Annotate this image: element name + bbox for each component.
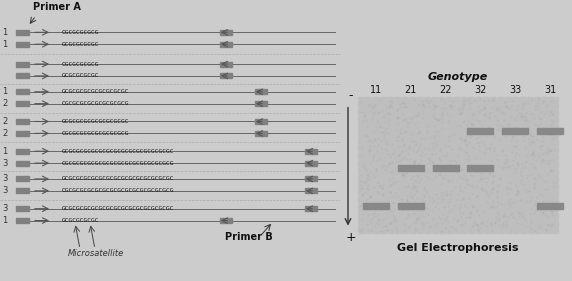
Bar (220, 73, 232, 78)
Text: 2: 2 (2, 129, 7, 138)
Text: +: + (345, 231, 356, 244)
Bar (16, 188, 29, 193)
Text: Primer A: Primer A (33, 1, 81, 12)
Text: -: - (349, 89, 353, 102)
Bar (16, 42, 29, 47)
Text: 22: 22 (439, 85, 452, 95)
Bar (537, 203, 563, 209)
Text: Gel Electrophoresis: Gel Electrophoresis (397, 243, 519, 253)
Bar (16, 73, 29, 78)
Bar (255, 89, 267, 94)
Text: Primer B: Primer B (225, 232, 273, 243)
Bar (502, 128, 528, 134)
Text: GCGCGCGCGCGCGCGCGCGCGCGCGCGCGC: GCGCGCGCGCGCGCGCGCGCGCGCGCGCGC (62, 149, 174, 154)
Text: CGCGCGCGCG: CGCGCGCGCG (62, 62, 100, 67)
Bar (16, 119, 29, 124)
Text: GCGCGCGCGCGCGCGCGCGCGCGCGCGCGC: GCGCGCGCGCGCGCGCGCGCGCGCGCGCGC (62, 176, 174, 182)
Text: 3: 3 (2, 204, 7, 213)
Bar (16, 62, 29, 67)
Text: CGCGCGCGCGCGCGCGCGCGCGCGCGCGCG: CGCGCGCGCGCGCGCGCGCGCGCGCGCGCG (62, 188, 174, 193)
Text: 31: 31 (544, 85, 556, 95)
Text: GCGCGCGCGC: GCGCGCGCGC (62, 42, 100, 47)
Bar (537, 128, 563, 134)
Bar (16, 218, 29, 223)
Bar (16, 161, 29, 166)
Text: 2: 2 (2, 99, 7, 108)
Text: 21: 21 (404, 85, 417, 95)
Bar (398, 203, 424, 209)
Bar (16, 176, 29, 182)
Bar (358, 97, 558, 234)
Bar (220, 30, 232, 35)
Text: 2: 2 (2, 117, 7, 126)
Text: GCGCGCGCGCGCGCGCGC: GCGCGCGCGCGCGCGCGC (62, 119, 129, 124)
Bar (305, 161, 317, 166)
Bar (305, 149, 317, 154)
Bar (16, 101, 29, 106)
Bar (16, 30, 29, 35)
Text: GCGCGCGCGC: GCGCGCGCGC (62, 218, 100, 223)
Bar (305, 176, 317, 182)
Text: CGCGCGCGCGCGCGCGCGCGCGCGCGCGCG: CGCGCGCGCGCGCGCGCGCGCGCGCGCGCG (62, 161, 174, 166)
Bar (305, 188, 317, 193)
Text: 1: 1 (2, 87, 7, 96)
Text: 3: 3 (2, 186, 7, 195)
Text: 3: 3 (2, 158, 7, 167)
Text: GCGCGCGCGCGCGCGCGCGCGCGCGCGCGC: GCGCGCGCGCGCGCGCGCGCGCGCGCGCGC (62, 206, 174, 211)
Bar (255, 131, 267, 136)
Bar (220, 218, 232, 223)
Text: CGCGCGCGCGCGCGCGCG: CGCGCGCGCGCGCGCGCG (62, 131, 129, 136)
Bar (363, 203, 389, 209)
Text: CGCGCGCGCGCGCGCGCG: CGCGCGCGCGCGCGCGCG (62, 101, 129, 106)
Bar (432, 165, 459, 171)
Bar (305, 206, 317, 211)
Text: 33: 33 (509, 85, 521, 95)
Text: 1: 1 (2, 216, 7, 225)
Text: 1: 1 (2, 40, 7, 49)
Text: 1: 1 (2, 147, 7, 156)
Text: CGCGCGCGCG: CGCGCGCGCG (62, 30, 100, 35)
Bar (16, 89, 29, 94)
Text: GCGCGCGCGC: GCGCGCGCGC (62, 73, 100, 78)
Bar (255, 119, 267, 124)
Text: Genotype: Genotype (428, 72, 488, 82)
Bar (16, 131, 29, 136)
Text: 11: 11 (370, 85, 382, 95)
Text: GCGCGCGCGCGCGCGCGC: GCGCGCGCGCGCGCGCGC (62, 89, 129, 94)
Bar (467, 165, 494, 171)
Bar (16, 206, 29, 211)
Bar (220, 62, 232, 67)
Text: 1: 1 (2, 28, 7, 37)
Bar (255, 101, 267, 106)
Text: 3: 3 (2, 175, 7, 183)
Bar (467, 128, 494, 134)
Bar (16, 149, 29, 154)
Text: 32: 32 (474, 85, 487, 95)
Bar (220, 42, 232, 47)
Text: Microsatellite: Microsatellite (68, 249, 124, 258)
Bar (398, 165, 424, 171)
